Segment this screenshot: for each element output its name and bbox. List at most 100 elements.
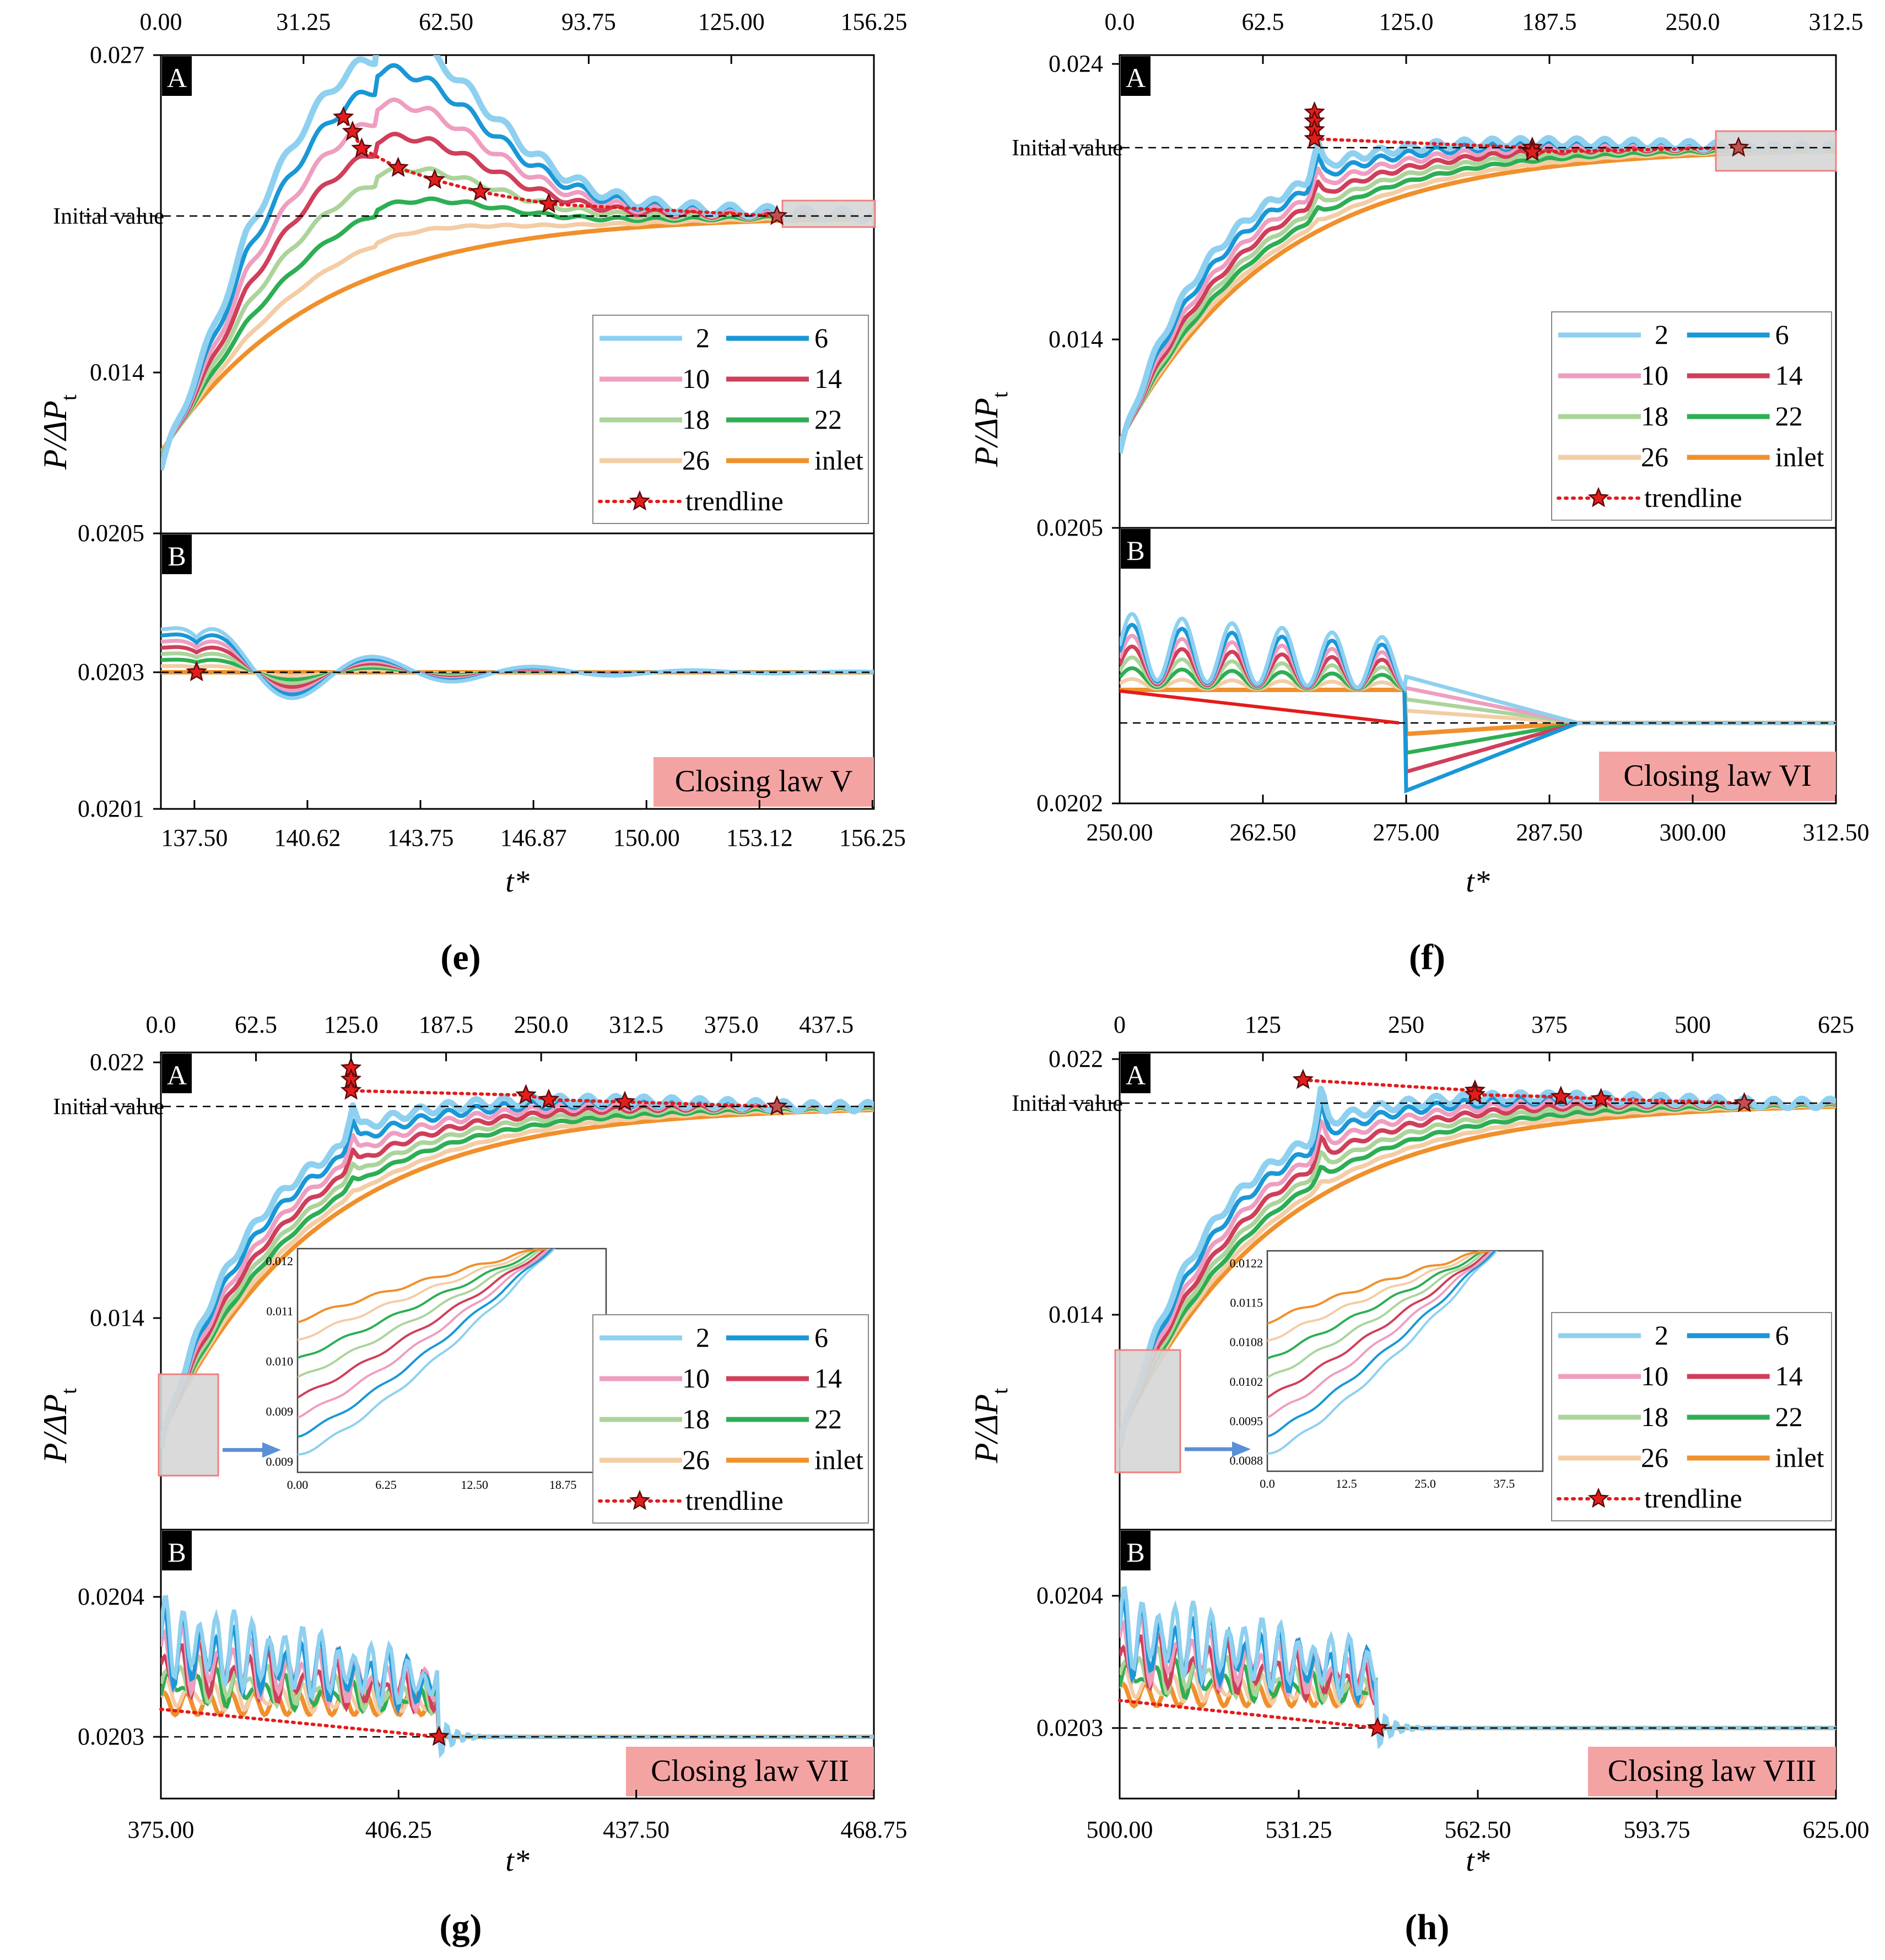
x-axis-label: t*	[1466, 865, 1490, 899]
b-x-tick-label: 593.75	[1624, 1816, 1690, 1843]
series-inlet-line	[1120, 1104, 1836, 1436]
inset-y-tick-label: 0.0095	[1230, 1414, 1263, 1428]
legend-label-10: 10	[682, 1363, 710, 1394]
b-trend-star	[1367, 1716, 1389, 1737]
top-x-tick-label: 250	[1388, 1011, 1424, 1038]
b-x-tick-label: 312.50	[1803, 819, 1870, 846]
top-x-tick-label: 156.25	[841, 8, 908, 35]
inset-series-10	[298, 1249, 551, 1419]
chart-f: Initial value 0.0 62.5 125.0 187.5 250.0 312.5…	[968, 8, 1870, 899]
panel-label-f: (f)	[1409, 937, 1445, 978]
inset-curves	[1267, 1251, 1498, 1455]
b-trend-star	[186, 661, 207, 682]
inset-series-2	[1267, 1251, 1498, 1455]
zoom-arrow-head	[1232, 1441, 1251, 1457]
legend-label-18: 18	[682, 1403, 710, 1434]
legend-label-18: 18	[1641, 1401, 1668, 1432]
top-x-tick-label: 625	[1818, 1011, 1854, 1038]
trend-star	[538, 192, 560, 213]
top-x-tick-label: 62.5	[235, 1011, 277, 1038]
panel-b-curves	[161, 1595, 874, 1759]
trend-star	[340, 1079, 362, 1100]
legend-label-6: 6	[1775, 1320, 1789, 1351]
panel-b-tag	[162, 534, 192, 574]
legend-label-inlet: inlet	[814, 445, 863, 476]
series-26-line	[161, 1106, 874, 1438]
y-axis-label-sub: t	[987, 392, 1012, 398]
trend-star	[614, 1090, 636, 1111]
top-x-tick-label: 125.0	[1379, 8, 1434, 35]
y-axis-label: P/ΔPt	[968, 392, 1012, 467]
b-x-tick-label: 500.00	[1087, 1816, 1153, 1843]
panel-a-curves	[1120, 1078, 1836, 1449]
panel-label-g: (g)	[439, 1907, 482, 1947]
inset-series-26	[1267, 1251, 1490, 1342]
legend-label-22: 22	[1775, 1401, 1803, 1432]
inset-series-6	[298, 1249, 554, 1438]
trend-star	[1727, 136, 1749, 157]
top-x-tick-label: 62.50	[419, 8, 473, 35]
legend-label-inlet: inlet	[1775, 441, 1824, 472]
legend-label-14: 14	[814, 1363, 842, 1394]
inset-y-tick-label: 0.011	[266, 1304, 293, 1318]
a-y-tick-label: 0.022	[1049, 1045, 1103, 1072]
b-trendline	[1119, 689, 1400, 725]
closing-law-label: Closing law VI	[1623, 759, 1811, 793]
legend-label-14: 14	[1775, 1360, 1803, 1391]
b-x-tick-label: 153.12	[726, 824, 793, 851]
zoom-arrow-head	[262, 1442, 281, 1458]
trend-star	[387, 156, 409, 177]
b-y-tick-label: 0.0201	[78, 795, 144, 822]
top-x-tick-label: 250.0	[514, 1011, 569, 1038]
top-x-tick-label: 0	[1114, 1011, 1126, 1038]
legend-label-2: 2	[1655, 319, 1668, 350]
legend-label-inlet: inlet	[1775, 1442, 1824, 1473]
trend-star	[766, 204, 788, 225]
b-x-tick-label: 140.62	[274, 824, 341, 851]
initial-value-label: Initial value	[53, 204, 164, 229]
legend-label-22: 22	[814, 404, 842, 435]
b-x-tick-label: 625.00	[1803, 1816, 1870, 1843]
top-x-tick-label: 187.5	[419, 1011, 473, 1038]
trend-star	[1590, 1088, 1612, 1108]
closing-law-label: Closing law V	[675, 764, 853, 798]
b-y-tick-label: 0.0205	[78, 520, 144, 547]
panel-b-letter: B	[168, 1537, 186, 1568]
initial-value-label: Initial value	[1012, 1091, 1123, 1116]
panel-label-e: (e)	[440, 937, 481, 978]
top-x-tick-label: 312.5	[1809, 8, 1864, 35]
closing-law-tag	[1588, 1747, 1836, 1796]
chart-e: Initial value 0.00 31.25 62.50 93.75 125.00 15…	[37, 8, 908, 899]
inset-series-inlet	[298, 1249, 550, 1324]
legend-label-2: 2	[1655, 1320, 1668, 1351]
inset-y-tick-label: 0.0108	[1230, 1335, 1263, 1349]
legend-label-22: 22	[814, 1403, 842, 1434]
inset-y-tick-label: 0.0122	[1230, 1256, 1263, 1270]
legend-label-2: 2	[696, 322, 710, 353]
top-x-tick-label: 125.0	[324, 1011, 379, 1038]
trend-star	[351, 137, 372, 158]
inset-y-tick-label: 0.012	[266, 1254, 294, 1268]
top-x-tick-label: 31.25	[276, 8, 331, 35]
inset-x-tick-label: 6.25	[375, 1478, 397, 1492]
legend-label-6: 6	[814, 322, 828, 353]
panel-b-tag	[1121, 1531, 1151, 1570]
legend-trend-label: trendline	[685, 485, 784, 516]
b-y-tick-label: 0.0204	[1036, 1582, 1103, 1609]
legend-label-26: 26	[682, 1444, 710, 1475]
legend-label-6: 6	[1775, 319, 1789, 350]
y-axis-label-sub: t	[987, 1388, 1012, 1394]
inset-series-18	[1267, 1251, 1488, 1379]
trend-star	[424, 169, 446, 189]
panel-a-letter: A	[1126, 62, 1146, 93]
top-x-tick-label: 437.5	[799, 1011, 854, 1038]
closing-law-tag	[1599, 752, 1836, 801]
panel-a-tag	[162, 1054, 192, 1093]
y-axis-label: P/ΔPt	[968, 1388, 1012, 1464]
panel-b-letter: B	[1126, 1537, 1144, 1568]
series-26-line	[1120, 1103, 1836, 1438]
legend-label-10: 10	[682, 363, 710, 394]
